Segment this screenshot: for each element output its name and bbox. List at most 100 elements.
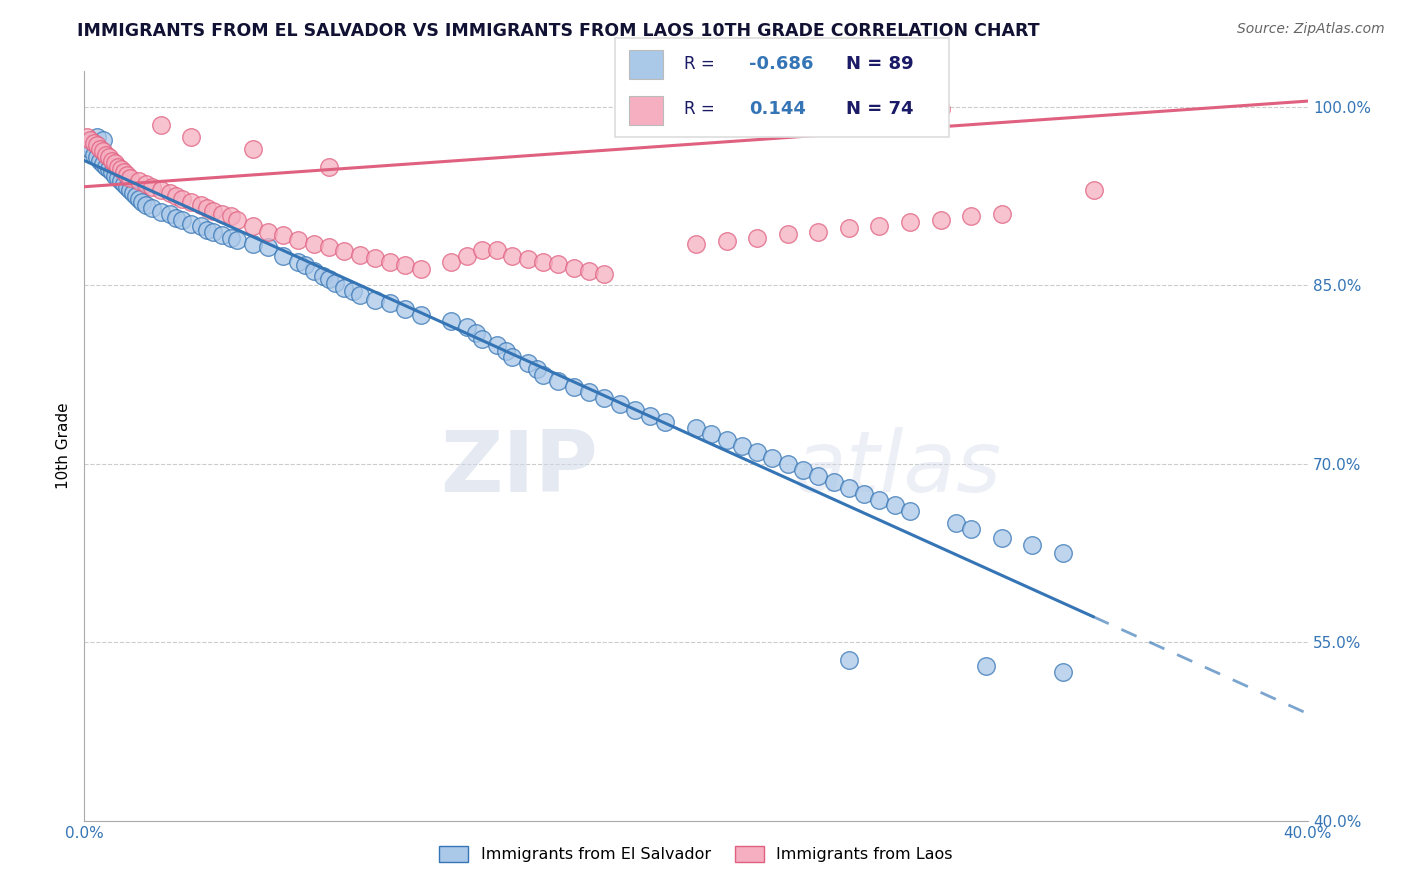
Point	[456, 320, 478, 334]
Point	[456, 249, 478, 263]
Point	[242, 142, 264, 156]
Point	[898, 504, 921, 518]
Point	[318, 160, 340, 174]
Point	[823, 475, 845, 489]
Point	[716, 235, 738, 249]
Point	[149, 183, 172, 197]
Point	[1052, 665, 1074, 679]
Point	[486, 243, 509, 257]
Point	[94, 160, 117, 174]
Point	[86, 150, 108, 164]
Point	[122, 186, 145, 200]
Text: R =: R =	[683, 55, 714, 73]
Point	[776, 457, 799, 471]
Point	[101, 153, 124, 168]
Point	[318, 240, 340, 254]
Point	[609, 397, 631, 411]
Point	[547, 257, 569, 271]
Point	[776, 227, 799, 242]
Point	[242, 219, 264, 233]
Point	[135, 197, 157, 211]
Point	[685, 236, 707, 251]
Point	[869, 492, 891, 507]
Point	[219, 231, 242, 245]
Point	[853, 486, 876, 500]
Point	[792, 463, 814, 477]
Text: Source: ZipAtlas.com: Source: ZipAtlas.com	[1237, 22, 1385, 37]
Point	[807, 225, 830, 239]
Point	[226, 233, 249, 247]
Point	[685, 421, 707, 435]
Point	[502, 249, 524, 263]
Point	[76, 129, 98, 144]
Point	[761, 450, 783, 465]
Point	[76, 136, 98, 150]
Point	[464, 326, 486, 340]
Point	[700, 427, 723, 442]
Point	[101, 165, 124, 179]
Point	[440, 254, 463, 268]
Point	[180, 129, 202, 144]
Point	[86, 129, 108, 144]
Point	[409, 261, 432, 276]
Text: ZIP: ZIP	[440, 427, 598, 510]
Point	[165, 189, 187, 203]
Point	[180, 195, 202, 210]
Point	[115, 179, 138, 194]
Point	[287, 233, 309, 247]
Text: IMMIGRANTS FROM EL SALVADOR VS IMMIGRANTS FROM LAOS 10TH GRADE CORRELATION CHART: IMMIGRANTS FROM EL SALVADOR VS IMMIGRANT…	[77, 22, 1040, 40]
Point	[929, 213, 952, 227]
Point	[349, 288, 371, 302]
Point	[526, 361, 548, 376]
Point	[190, 219, 212, 233]
Point	[91, 133, 114, 147]
Point	[104, 169, 127, 183]
Point	[131, 195, 153, 210]
Point	[149, 204, 172, 219]
Point	[1052, 546, 1074, 560]
Point	[97, 150, 120, 164]
Point	[271, 249, 294, 263]
Point	[654, 415, 676, 429]
Point	[333, 281, 356, 295]
Point	[747, 231, 769, 245]
Point	[86, 138, 108, 153]
Y-axis label: 10th Grade: 10th Grade	[56, 402, 72, 490]
Point	[141, 179, 163, 194]
FancyBboxPatch shape	[628, 50, 664, 78]
Point	[578, 264, 600, 278]
Point	[593, 267, 616, 281]
Legend: Immigrants from El Salvador, Immigrants from Laos: Immigrants from El Salvador, Immigrants …	[433, 839, 959, 869]
Point	[89, 142, 111, 156]
Point	[110, 161, 132, 176]
Point	[624, 403, 647, 417]
Point	[226, 213, 249, 227]
Text: N = 89: N = 89	[846, 55, 914, 73]
Point	[112, 165, 135, 179]
Point	[79, 142, 101, 156]
Point	[180, 217, 202, 231]
Point	[104, 156, 127, 170]
Text: N = 74: N = 74	[846, 100, 914, 118]
Point	[141, 201, 163, 215]
Point	[302, 264, 325, 278]
Point	[883, 499, 905, 513]
Point	[495, 343, 517, 358]
Point	[201, 225, 224, 239]
Point	[110, 174, 132, 188]
Point	[195, 222, 218, 236]
Point	[83, 136, 105, 150]
Point	[115, 168, 138, 182]
Point	[211, 228, 233, 243]
Point	[128, 192, 150, 206]
Point	[107, 160, 129, 174]
Point	[165, 211, 187, 225]
Point	[172, 192, 194, 206]
Point	[1083, 183, 1105, 197]
Point	[112, 178, 135, 192]
Point	[838, 481, 860, 495]
Point	[502, 350, 524, 364]
Point	[128, 174, 150, 188]
Point	[716, 433, 738, 447]
Point	[120, 183, 142, 197]
